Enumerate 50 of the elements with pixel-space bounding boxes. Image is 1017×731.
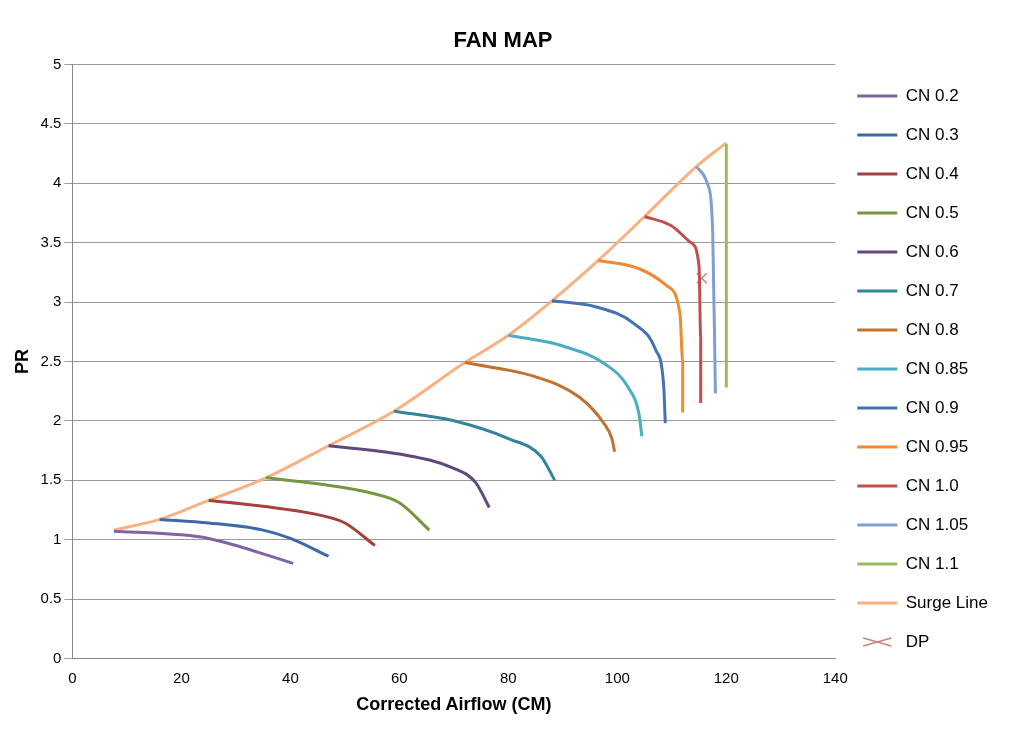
line-series (463, 361, 617, 454)
y-tick-label: 2 (53, 410, 62, 428)
line-series (158, 517, 331, 558)
line-series (694, 165, 717, 395)
y-tick-label: 1 (53, 529, 62, 547)
line-series (112, 529, 295, 565)
legend-label: CN 1.1 (905, 553, 959, 573)
x-tick-label: 120 (713, 668, 739, 686)
legend-label: CN 0.8 (905, 319, 959, 339)
y-tick-label: 1.5 (40, 470, 62, 488)
y-tick-label: 2.5 (40, 351, 62, 369)
y-axis-title: PR (11, 348, 32, 374)
x-tick-label: 20 (173, 668, 190, 686)
legend-label: CN 0.7 (905, 280, 959, 300)
y-tick-label: 4.5 (40, 113, 62, 131)
line-series (596, 258, 685, 414)
legend-label: CN 1.05 (905, 514, 969, 534)
y-tick-label: 0.5 (40, 589, 62, 607)
x-tick-label: 0 (68, 668, 77, 686)
legend-label: CN 0.4 (905, 163, 959, 183)
x-tick-label: 100 (604, 668, 630, 686)
line-series (392, 409, 557, 482)
y-tick-label: 4 (53, 173, 62, 191)
x-tick-label: 40 (282, 668, 299, 686)
legend-label: CN 0.3 (905, 124, 959, 144)
line-series (550, 299, 667, 425)
legend-label: CN 0.85 (905, 358, 969, 378)
legend-label: CN 0.9 (905, 397, 959, 417)
legend-label: Surge Line (905, 592, 989, 612)
line-series (264, 476, 431, 532)
y-tick-label: 5 (53, 54, 62, 72)
legend-label: CN 1.0 (905, 475, 959, 495)
legend-label: DP (905, 631, 930, 651)
y-tick-label: 3.5 (40, 232, 62, 250)
y-tick-label: 3 (53, 292, 62, 310)
x-tick-label: 60 (391, 668, 408, 686)
x-axis-title: Corrected Airflow (CM) (356, 694, 552, 715)
chart-title: FAN MAP (453, 27, 553, 53)
line-series (207, 498, 377, 548)
y-tick-label: 0 (53, 648, 62, 666)
line-series (112, 141, 728, 532)
line-series (506, 333, 644, 438)
legend-label: CN 0.2 (905, 85, 959, 105)
x-tick-label: 140 (822, 668, 848, 686)
legend-label: CN 0.95 (905, 436, 969, 456)
line-series (327, 444, 491, 510)
x-tick-label: 80 (500, 668, 517, 686)
legend-label: CN 0.5 (905, 202, 959, 222)
legend-label: CN 0.6 (905, 241, 959, 261)
line-series (643, 214, 703, 405)
